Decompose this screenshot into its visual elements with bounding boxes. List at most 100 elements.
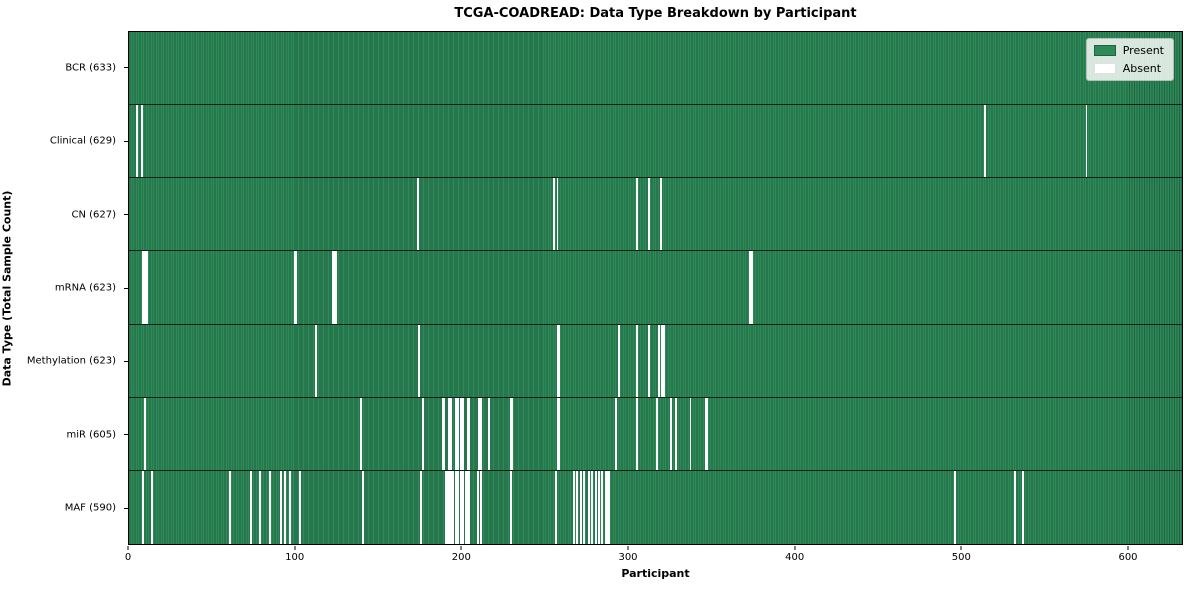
absence-marker: [150, 470, 153, 544]
row-miR: [129, 397, 1182, 471]
x-tick-label-200: 200: [451, 552, 471, 563]
absence-marker: [704, 397, 707, 470]
x-tick-label-600: 600: [1118, 552, 1138, 563]
row-CN: [129, 178, 1182, 252]
legend-entry-absent: Absent: [1093, 62, 1164, 75]
absence-marker: [636, 324, 639, 397]
absence-marker: [573, 470, 576, 544]
absence-marker: [466, 470, 469, 544]
absence-marker: [662, 324, 665, 397]
absence-marker: [443, 397, 446, 470]
absence-marker: [315, 324, 318, 397]
y-tick-label-Methylation: Methylation (623): [26, 355, 116, 367]
x-tick-label-300: 300: [618, 552, 638, 563]
absence-marker: [511, 397, 514, 470]
absence-marker: [142, 470, 145, 544]
absence-marker: [598, 470, 600, 544]
x-tick-label-500: 500: [951, 552, 971, 563]
absent-swatch-icon: [1093, 63, 1116, 74]
row-Clinical: [129, 105, 1182, 179]
absence-marker: [674, 397, 677, 470]
x-tick-mark: [960, 546, 962, 550]
absence-marker: [706, 397, 709, 470]
absence-marker: [283, 470, 286, 544]
absence-marker: [142, 251, 145, 324]
absence-marker: [450, 397, 452, 470]
absence-marker: [553, 178, 556, 251]
absence-marker: [333, 251, 336, 324]
absence-marker: [288, 470, 291, 544]
absence-marker: [455, 397, 457, 470]
y-tick-label-miR: miR (605): [66, 429, 116, 441]
absence-marker: [556, 397, 559, 470]
row-MAF: [129, 470, 1182, 544]
absence-marker: [446, 470, 449, 544]
x-axis-label: Participant: [621, 567, 690, 580]
absence-marker: [298, 470, 301, 544]
absence-marker: [579, 470, 582, 544]
absence-marker: [448, 397, 451, 470]
absence-marker: [554, 470, 557, 544]
x-tick-label-100: 100: [285, 552, 305, 563]
absence-marker: [556, 178, 559, 251]
y-tick-label-CN: CN (627): [71, 209, 116, 221]
absence-marker: [451, 470, 454, 544]
absence-marker: [601, 470, 604, 544]
absence-marker: [293, 251, 296, 324]
absence-marker: [594, 470, 597, 544]
absence-marker: [588, 470, 591, 544]
absence-marker: [1022, 470, 1025, 544]
x-tick-label-400: 400: [785, 552, 805, 563]
absence-marker: [558, 324, 561, 397]
absence-marker: [669, 397, 672, 470]
absence-marker: [1013, 470, 1016, 544]
x-tick-mark: [294, 546, 296, 550]
absence-marker: [250, 470, 253, 544]
absence-marker: [420, 470, 422, 544]
y-tick-label-MAF: MAF (590): [64, 502, 116, 514]
absence-marker: [145, 251, 148, 324]
present-swatch-icon: [1093, 45, 1116, 56]
absence-marker: [509, 397, 512, 470]
x-tick-mark: [460, 546, 462, 550]
absence-marker: [466, 397, 469, 470]
absence-marker: [648, 178, 650, 251]
absence-marker: [335, 251, 338, 324]
absence-marker: [468, 397, 471, 470]
absence-marker: [465, 470, 467, 544]
y-tick-mark: [124, 140, 128, 142]
absence-marker: [591, 470, 594, 544]
y-tick-mark: [124, 360, 128, 362]
absence-marker: [461, 397, 464, 470]
absence-marker: [331, 251, 334, 324]
absence-marker: [421, 397, 424, 470]
absence-marker: [509, 470, 512, 544]
absence-marker: [488, 397, 491, 470]
absence-marker: [1085, 105, 1088, 178]
x-tick-mark: [794, 546, 796, 550]
absence-marker: [468, 470, 471, 544]
absence-marker: [604, 470, 607, 544]
absence-marker: [460, 470, 462, 544]
row-Methylation: [129, 324, 1182, 398]
x-tick-mark: [627, 546, 629, 550]
absence-marker: [476, 470, 479, 544]
absence-marker: [456, 470, 459, 544]
absence-marker: [140, 105, 143, 178]
absence-marker: [478, 397, 481, 470]
y-tick-mark: [124, 287, 128, 289]
absence-marker: [984, 105, 986, 178]
y-tick-label-Clinical: Clinical (629): [49, 135, 116, 147]
absence-marker: [416, 178, 419, 251]
chart-title: TCGA-COADREAD: Data Type Breakdown by Pa…: [454, 6, 857, 21]
plot-area: Present Absent: [128, 31, 1183, 545]
absence-marker: [636, 178, 639, 251]
absence-marker: [556, 324, 559, 397]
y-tick-mark: [124, 434, 128, 436]
legend-label-absent: Absent: [1122, 62, 1162, 75]
absence-marker: [576, 470, 579, 544]
y-tick-mark: [124, 214, 128, 216]
row-BCR: [129, 32, 1182, 106]
y-tick-mark: [124, 67, 128, 69]
x-tick-mark: [1127, 546, 1129, 550]
